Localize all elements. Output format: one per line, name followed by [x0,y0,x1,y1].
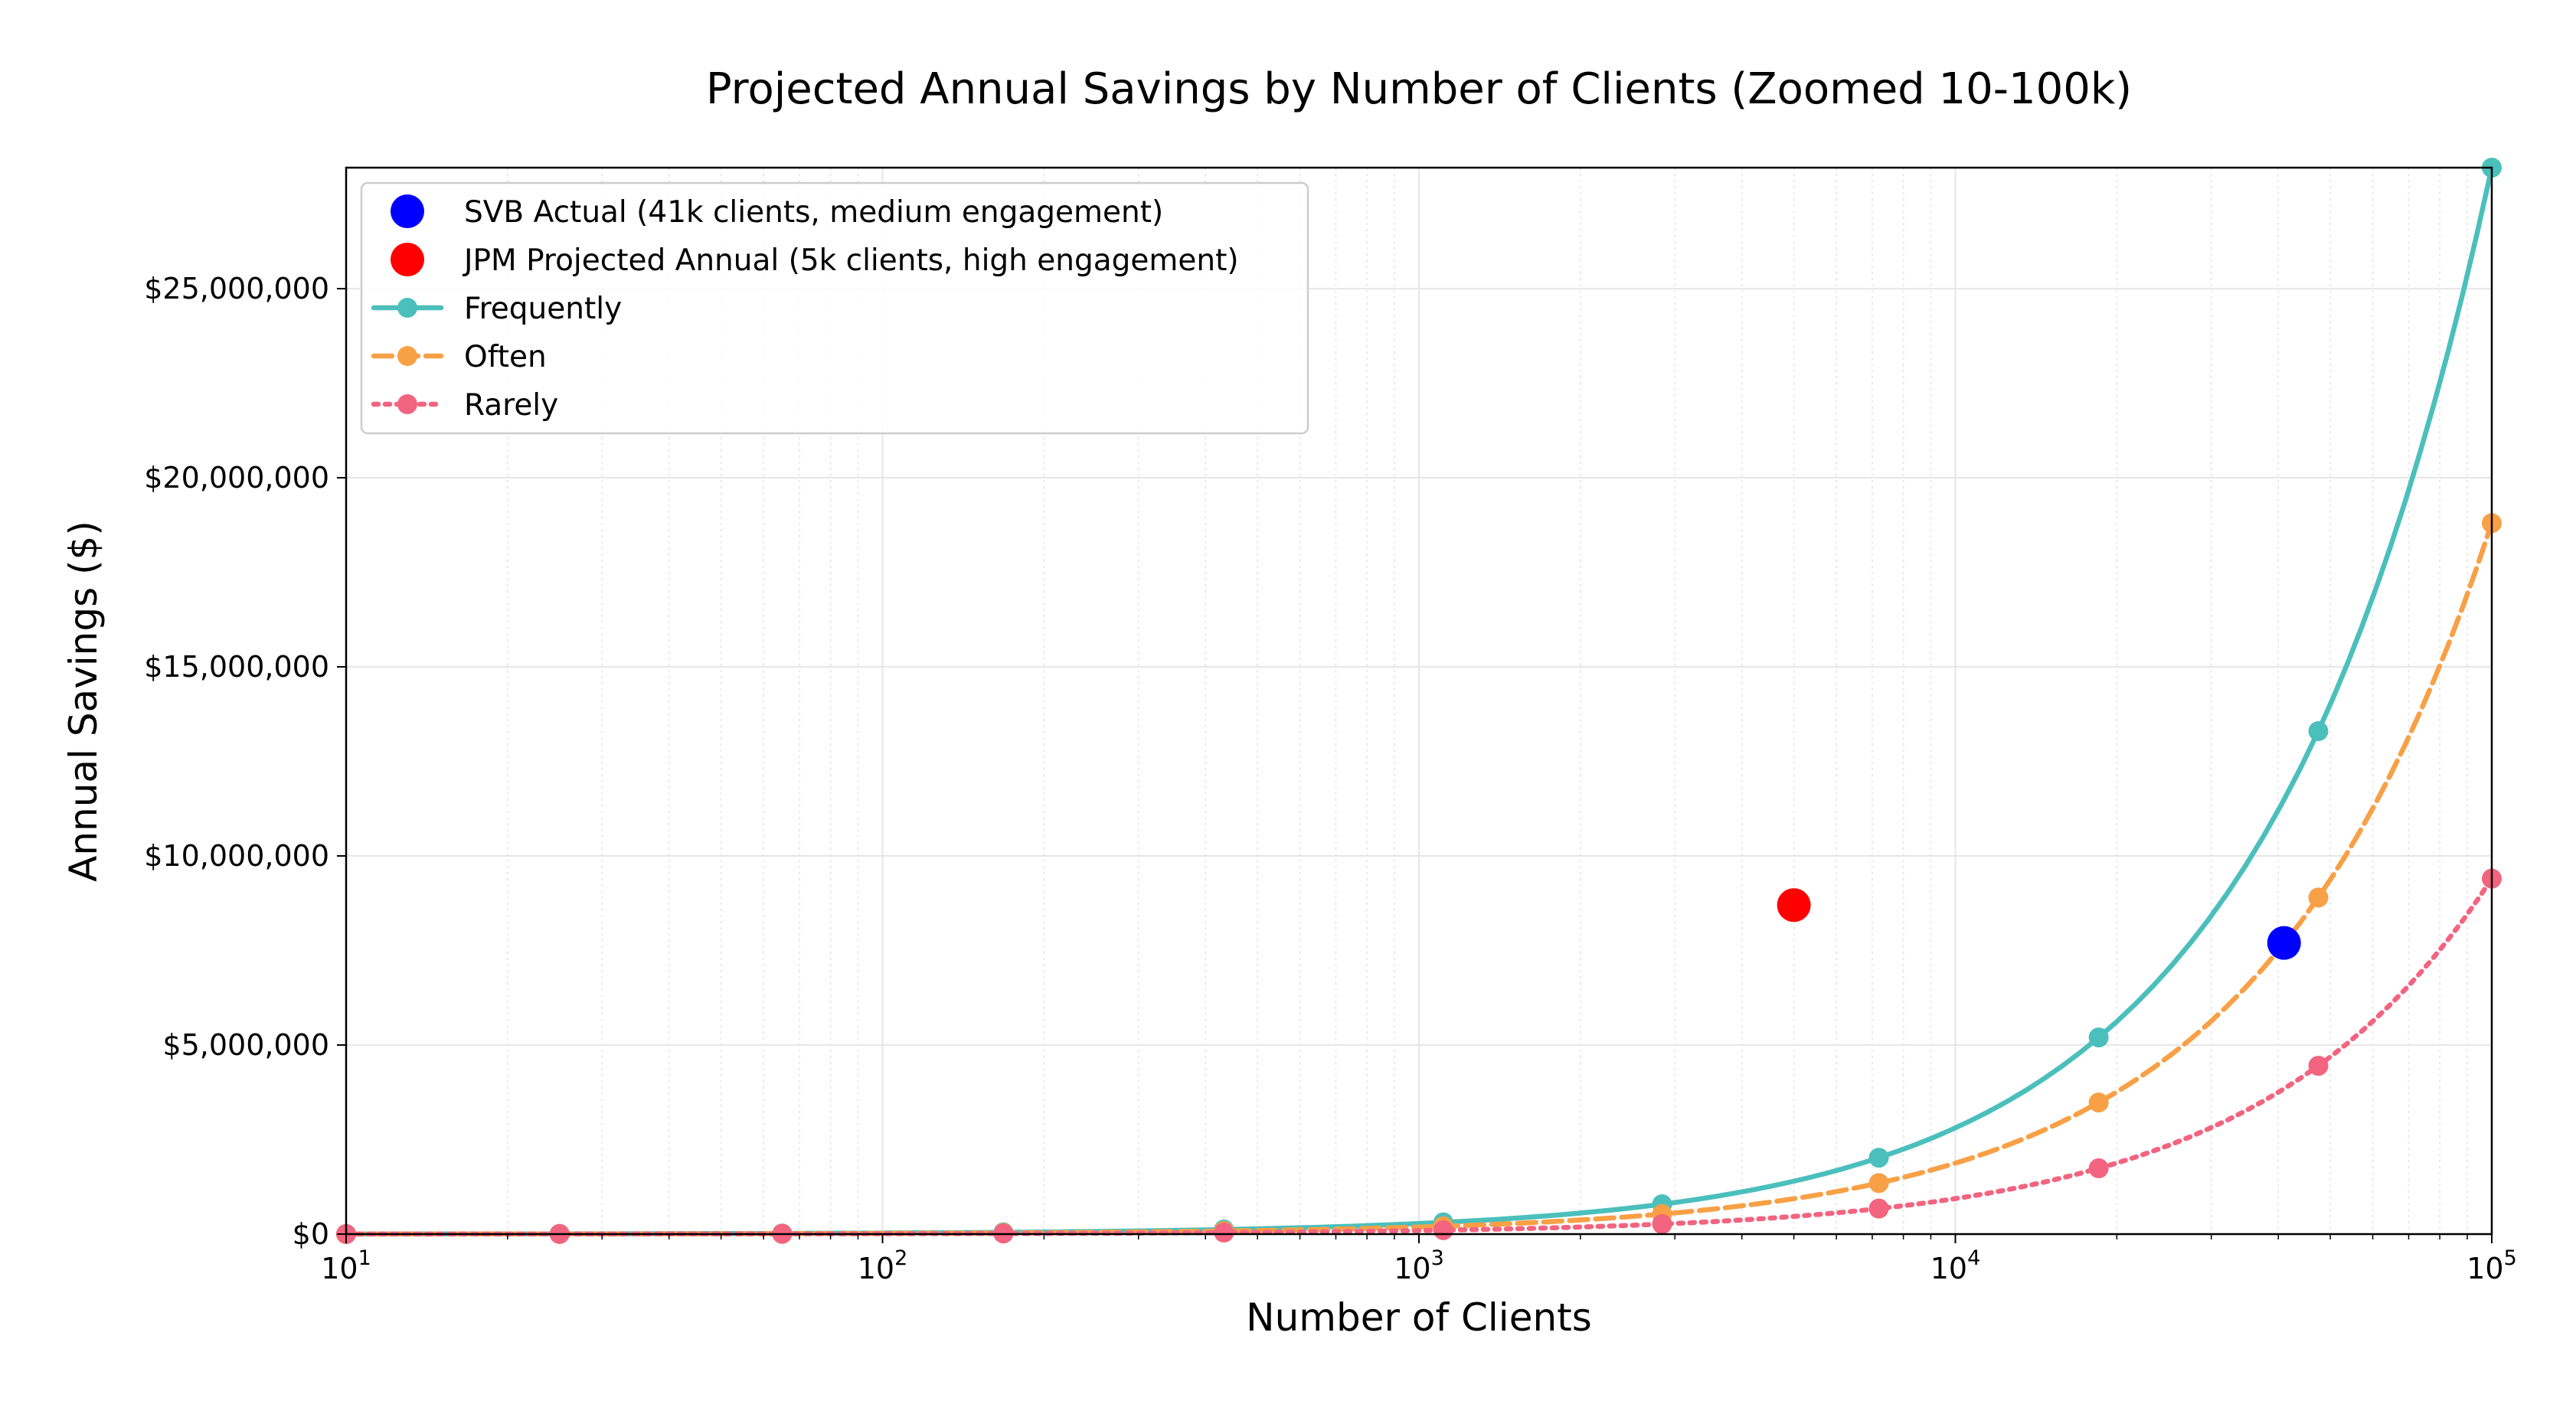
x-tick-label: 101 [321,1246,371,1285]
x-tick-label: 104 [1930,1246,1981,1285]
legend-marker [397,394,417,414]
legend-label: SVB Actual (41k clients, medium engageme… [464,195,1163,230]
legend-entry: Frequently [371,292,622,326]
legend-box [360,181,1309,435]
points-layer [1777,888,2301,960]
data-point [1433,1220,1453,1240]
legend-entry: JPM Projected Annual (5k clients, high e… [391,243,1239,278]
y-tick-label: $20,000,000 [144,461,329,495]
legend-marker [391,243,424,276]
y-tick-label: $10,000,000 [144,839,329,873]
data-point [2088,1027,2109,1048]
data-point [1652,1213,1672,1234]
highlight-point [2267,926,2301,960]
x-tick-label: 103 [1394,1246,1444,1285]
legend-label: Frequently [464,292,622,326]
data-point [1868,1148,1889,1168]
x-tick-label: 105 [2466,1246,2517,1285]
data-point [1868,1198,1889,1219]
data-point [1868,1173,1889,1194]
data-point [2088,1158,2109,1179]
x-axis-ticks: 101 102 103 104 105 [321,1234,2517,1285]
highlight-point [1777,888,1811,923]
x-tick-label: 102 [858,1246,908,1285]
y-tick-label: $25,000,000 [144,272,329,305]
y-tick-label: $0 [293,1217,329,1251]
data-point [2308,1056,2329,1076]
y-tick-label: $5,000,000 [162,1028,329,1062]
y-axis-ticks: $0 $5,000,000 $10,000,000 $15,000,000 $20,00… [144,272,346,1251]
data-point [2308,887,2329,908]
chart-title: Projected Annual Savings by Number of Cl… [706,64,2132,114]
data-point [2308,721,2329,742]
legend-marker [397,346,417,366]
legend-entry: Often [371,340,547,374]
legend-label: JPM Projected Annual (5k clients, high e… [462,243,1239,278]
data-point [2088,1092,2109,1113]
y-axis-label: Annual Savings ($) [61,521,106,882]
legend-marker [397,298,417,318]
x-axis-label: Number of Clients [1246,1295,1592,1340]
legend: SVB Actual (41k clients, medium engageme… [360,181,1309,435]
data-point [1214,1222,1234,1243]
legend-label: Often [464,340,547,374]
legend-entry: Rarely [371,388,558,423]
legend-marker [391,194,424,228]
legend-entry: SVB Actual (41k clients, medium engageme… [391,194,1163,230]
y-tick-label: $15,000,000 [144,650,329,684]
legend-label: Rarely [464,388,558,423]
